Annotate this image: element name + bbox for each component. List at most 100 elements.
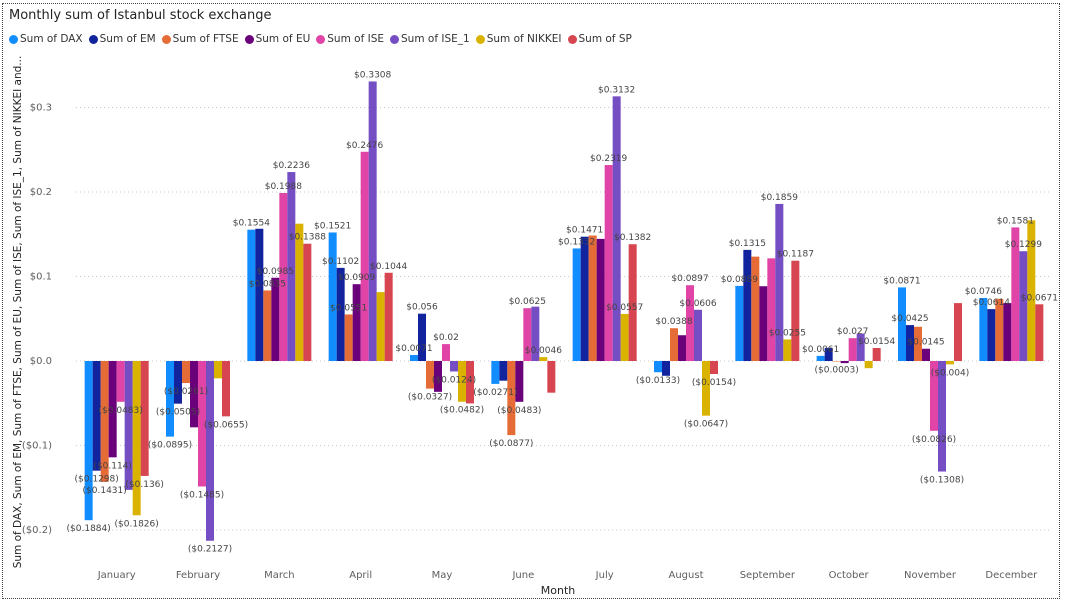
bar-may-sum-of-nikkei[interactable] <box>458 361 466 402</box>
legend-item-sum-of-em[interactable]: Sum of EM <box>88 33 156 45</box>
bar-june-sum-of-ise[interactable] <box>523 308 532 361</box>
bar-october-sum-of-sp[interactable] <box>872 347 881 361</box>
bar-september-sum-of-nikkei[interactable] <box>783 339 792 361</box>
bar-april-sum-of-ise-1[interactable] <box>368 81 377 361</box>
bar-april-sum-of-ise[interactable] <box>360 151 369 361</box>
bar-april-sum-of-dax[interactable] <box>328 232 337 361</box>
bar-april-sum-of-ftse[interactable] <box>344 314 353 361</box>
bar-march-sum-of-ise[interactable] <box>279 193 288 361</box>
bar-august-sum-of-em[interactable] <box>662 361 670 376</box>
bar-january-sum-of-dax[interactable] <box>84 361 93 521</box>
legend-item-sum-of-sp[interactable]: Sum of SP <box>567 33 632 45</box>
bar-september-sum-of-dax[interactable] <box>735 285 744 361</box>
bar-october-sum-of-ise-1[interactable] <box>856 333 865 361</box>
bar-november-sum-of-ise[interactable] <box>930 361 938 431</box>
bar-may-sum-of-em[interactable] <box>418 313 426 361</box>
bar-july-sum-of-sp[interactable] <box>628 244 637 361</box>
bar-march-sum-of-dax[interactable] <box>247 229 256 361</box>
bar-september-sum-of-ise-1[interactable] <box>775 203 784 361</box>
bar-july-sum-of-eu[interactable] <box>596 238 605 361</box>
bar-october-sum-of-ftse[interactable] <box>832 361 841 362</box>
bar-january-sum-of-ise-1[interactable] <box>124 361 133 490</box>
bar-december-sum-of-ftse[interactable] <box>995 298 1004 361</box>
bar-july-sum-of-ise[interactable] <box>604 165 613 361</box>
bar-february-sum-of-em[interactable] <box>174 361 182 404</box>
bar-january-sum-of-sp[interactable] <box>140 361 149 476</box>
bar-july-sum-of-dax[interactable] <box>572 248 581 361</box>
bar-march-sum-of-eu[interactable] <box>271 277 280 361</box>
bar-february-sum-of-sp[interactable] <box>222 361 230 417</box>
bar-march-sum-of-nikkei[interactable] <box>295 223 304 361</box>
bar-june-sum-of-eu[interactable] <box>515 361 524 402</box>
bar-november-sum-of-ftse[interactable] <box>914 326 922 361</box>
bar-march-sum-of-ise-1[interactable] <box>287 172 296 361</box>
bar-may-sum-of-sp[interactable] <box>466 361 474 404</box>
bar-april-sum-of-nikkei[interactable] <box>376 292 385 361</box>
bar-september-sum-of-eu[interactable] <box>759 286 768 361</box>
bar-may-sum-of-dax[interactable] <box>410 355 418 361</box>
bar-june-sum-of-sp[interactable] <box>547 361 556 393</box>
bar-november-sum-of-em[interactable] <box>906 325 914 361</box>
bar-july-sum-of-nikkei[interactable] <box>620 313 629 361</box>
bar-june-sum-of-em[interactable] <box>499 361 508 381</box>
bar-march-sum-of-ftse[interactable] <box>263 290 272 361</box>
bar-august-sum-of-sp[interactable] <box>710 361 718 375</box>
bar-august-sum-of-ise[interactable] <box>686 285 694 361</box>
bar-december-sum-of-dax[interactable] <box>979 297 988 361</box>
bar-november-sum-of-sp[interactable] <box>954 303 962 361</box>
bar-august-sum-of-dax[interactable] <box>654 361 662 373</box>
bar-april-sum-of-sp[interactable] <box>384 272 393 361</box>
bar-december-sum-of-eu[interactable] <box>1003 303 1012 361</box>
bar-august-sum-of-ise-1[interactable] <box>694 309 702 361</box>
bar-february-sum-of-ftse[interactable] <box>182 361 190 384</box>
bar-april-sum-of-em[interactable] <box>336 267 345 361</box>
bar-june-sum-of-dax[interactable] <box>491 361 500 384</box>
legend-item-sum-of-nikkei[interactable]: Sum of NIKKEI <box>475 33 562 45</box>
bar-january-sum-of-em[interactable] <box>92 361 101 471</box>
bar-february-sum-of-nikkei[interactable] <box>214 361 222 379</box>
bar-december-sum-of-ise[interactable] <box>1011 227 1020 361</box>
bar-june-sum-of-ftse[interactable] <box>507 361 516 436</box>
legend-item-sum-of-ise-1[interactable]: Sum of ISE_1 <box>390 33 470 45</box>
bar-february-sum-of-ise[interactable] <box>198 361 206 487</box>
legend-item-sum-of-dax[interactable]: Sum of DAX <box>9 33 83 45</box>
bar-may-sum-of-ise-1[interactable] <box>450 361 458 372</box>
bar-june-sum-of-ise-1[interactable] <box>531 306 540 361</box>
legend-item-sum-of-ise[interactable]: Sum of ISE <box>316 33 384 45</box>
bar-december-sum-of-em[interactable] <box>987 309 996 361</box>
bar-february-sum-of-dax[interactable] <box>166 361 174 437</box>
bar-january-sum-of-nikkei[interactable] <box>132 361 141 516</box>
bar-september-sum-of-sp[interactable] <box>791 260 800 361</box>
bar-july-sum-of-ise-1[interactable] <box>612 96 621 361</box>
legend-item-sum-of-ftse[interactable]: Sum of FTSE <box>161 33 239 45</box>
bar-july-sum-of-em[interactable] <box>580 236 589 361</box>
bar-october-sum-of-ise[interactable] <box>848 338 857 361</box>
bar-december-sum-of-ise-1[interactable] <box>1019 251 1028 361</box>
bar-january-sum-of-eu[interactable] <box>108 361 117 458</box>
bar-august-sum-of-ftse[interactable] <box>670 328 678 361</box>
bar-december-sum-of-sp[interactable] <box>1035 304 1044 361</box>
bar-june-sum-of-nikkei[interactable] <box>539 357 548 361</box>
bar-october-sum-of-dax[interactable] <box>816 355 825 361</box>
bar-july-sum-of-ftse[interactable] <box>588 235 597 361</box>
bar-december-sum-of-nikkei[interactable] <box>1027 220 1036 361</box>
bar-march-sum-of-em[interactable] <box>255 228 264 361</box>
bar-november-sum-of-dax[interactable] <box>898 287 906 361</box>
bar-august-sum-of-nikkei[interactable] <box>702 361 710 416</box>
bar-september-sum-of-em[interactable] <box>743 249 752 361</box>
bar-august-sum-of-eu[interactable] <box>678 335 686 361</box>
bar-september-sum-of-ise[interactable] <box>767 258 776 361</box>
bar-september-sum-of-ftse[interactable] <box>751 256 760 361</box>
bar-may-sum-of-ftse[interactable] <box>426 361 434 389</box>
legend-item-sum-of-eu[interactable]: Sum of EU <box>244 33 310 45</box>
bar-january-sum-of-ise[interactable] <box>116 361 125 402</box>
bar-november-sum-of-ise-1[interactable] <box>938 361 946 472</box>
bar-february-sum-of-ise-1[interactable] <box>206 361 214 541</box>
bar-march-sum-of-sp[interactable] <box>303 243 312 361</box>
bar-may-sum-of-ise[interactable] <box>442 344 450 361</box>
bar-november-sum-of-nikkei[interactable] <box>946 361 954 365</box>
bar-october-sum-of-em[interactable] <box>824 347 833 361</box>
bar-february-sum-of-eu[interactable] <box>190 361 198 428</box>
bar-january-sum-of-ftse[interactable] <box>100 361 109 482</box>
bar-april-sum-of-eu[interactable] <box>352 284 361 361</box>
